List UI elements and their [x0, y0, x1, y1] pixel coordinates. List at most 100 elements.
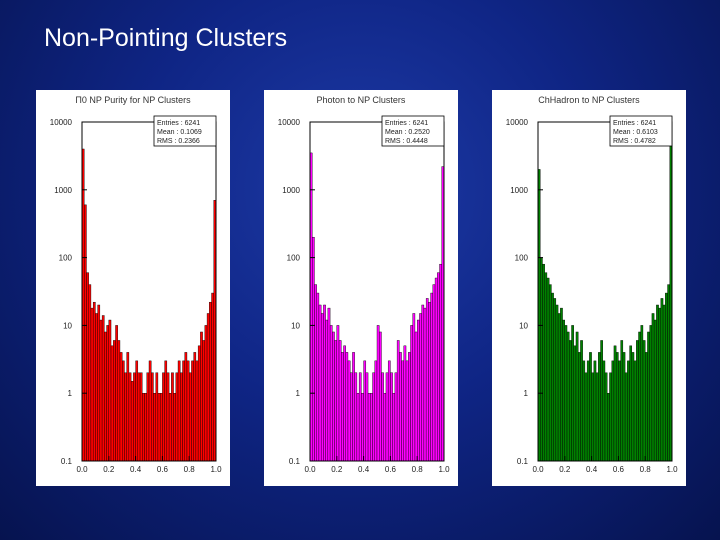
y-tick-label: 100 [59, 254, 73, 263]
stats-line: Mean : 0.6103 [613, 129, 658, 136]
histogram-bar [633, 360, 637, 462]
histogram-bar [372, 372, 375, 462]
histogram-bar [124, 372, 127, 462]
histogram-bar [104, 331, 107, 462]
y-tick-label: 1000 [510, 186, 528, 195]
histogram-bar [571, 325, 574, 462]
x-tick-label: 1.0 [666, 465, 678, 474]
x-tick-label: 0.8 [412, 465, 424, 474]
plot-frame [81, 121, 217, 462]
histogram-bar [121, 360, 125, 462]
histogram-bar [146, 372, 150, 462]
histogram-bar [557, 313, 561, 462]
histogram-bar [88, 284, 92, 462]
x-tick-label: 0.6 [157, 465, 169, 474]
histogram-bar [390, 372, 393, 462]
histogram-bar [177, 360, 181, 462]
histogram-bar [117, 340, 121, 462]
histogram-bar [620, 340, 624, 462]
histogram-bar [586, 360, 590, 462]
histogram-bar [316, 292, 320, 462]
histogram-bar [410, 325, 413, 462]
x-tick-label: 0.2 [559, 465, 571, 474]
histogram-bar [153, 393, 156, 462]
histogram-bar [204, 325, 208, 462]
histogram-bar [647, 331, 650, 462]
y-tick-label: 1000 [54, 186, 72, 195]
histogram-bar [312, 236, 315, 462]
histogram-bar [106, 325, 109, 462]
histogram-bar [182, 360, 185, 462]
histogram-bar [168, 393, 172, 462]
histogram-bar [615, 352, 619, 462]
histogram-bar [318, 304, 322, 462]
histogram-bar [314, 284, 317, 462]
x-tick-label: 0.2 [331, 465, 343, 474]
histogram-bar [611, 360, 615, 462]
histogram-bar [546, 277, 550, 462]
x-tick-label: 0.6 [385, 465, 397, 474]
histogram-bar [171, 372, 174, 462]
histogram-bar [423, 307, 427, 462]
stats-line: Mean : 0.2520 [385, 129, 430, 136]
histogram-bar [376, 325, 380, 462]
histogram-bar [173, 393, 177, 462]
histogram-bar [607, 393, 610, 462]
histogram-bar [144, 393, 147, 462]
x-tick-label: 0.0 [304, 465, 316, 474]
histogram-bar [631, 352, 635, 462]
chart-title: Photon to NP Clusters [317, 95, 406, 105]
histogram-bar [184, 352, 188, 462]
histogram-bar [551, 292, 554, 462]
stats-line: RMS : 0.2366 [157, 138, 200, 145]
y-tick-label: 100 [515, 254, 529, 263]
histogram-bar [137, 372, 141, 462]
histogram-bar [133, 372, 136, 462]
histogram-bar [439, 263, 442, 462]
plot-frame [309, 121, 445, 462]
histogram-bar [175, 372, 179, 462]
histogram-bar [544, 272, 548, 462]
histogram-bar [665, 292, 668, 462]
histogram-bar [128, 372, 132, 462]
histogram-bar [624, 372, 628, 462]
histogram-bar [142, 393, 145, 462]
histogram-bar [186, 360, 190, 462]
x-tick-label: 0.4 [358, 465, 370, 474]
histogram-bar [385, 372, 389, 462]
histogram-bar [157, 393, 161, 462]
histogram-bar [135, 360, 139, 462]
histogram-bar [84, 204, 87, 462]
histogram-bar [381, 372, 384, 462]
histogram-bar [343, 345, 346, 462]
histogram-bar [155, 372, 159, 462]
histogram-bar [430, 292, 434, 462]
histogram-bar [604, 372, 608, 462]
x-tick-label: 0.2 [103, 465, 115, 474]
x-tick-label: 0.8 [184, 465, 196, 474]
stats-box [153, 115, 217, 147]
histogram-bar [209, 301, 212, 462]
histogram-bar [555, 304, 559, 462]
histogram-bar [352, 352, 355, 462]
histogram-bar [370, 393, 373, 462]
histogram-bar [613, 345, 617, 462]
histogram-bar [99, 319, 103, 462]
histogram-bar [195, 360, 199, 462]
y-tick-label: 10000 [278, 118, 301, 127]
histogram-bar [582, 360, 586, 462]
slide-title: Non-Pointing Clusters [44, 24, 288, 52]
histogram-bar [660, 298, 664, 462]
histogram-bar [553, 298, 557, 462]
histogram-bar [320, 313, 324, 462]
x-tick-label: 1.0 [438, 465, 450, 474]
y-tick-label: 1 [296, 389, 301, 398]
histogram-bar [345, 352, 349, 462]
histogram-bar [119, 352, 123, 462]
stats-box [609, 115, 673, 147]
histogram-bar [197, 345, 201, 462]
histogram-bar [609, 372, 612, 462]
histogram-bar [405, 360, 409, 462]
histogram-bar [363, 360, 367, 462]
histogram-bar [90, 307, 94, 462]
